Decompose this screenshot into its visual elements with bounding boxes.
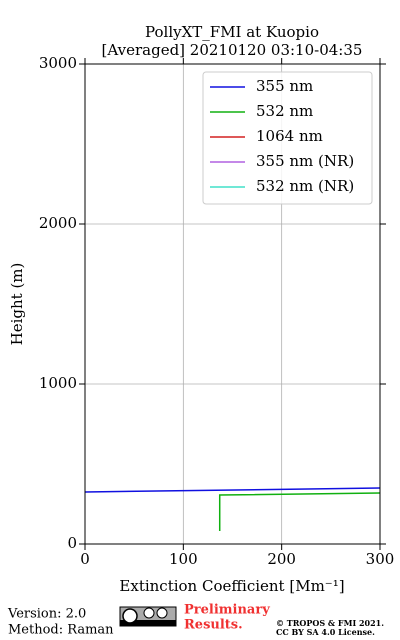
legend-label: 532 nm — [256, 102, 313, 120]
chart-subtitle: [Averaged] 20210120 03:10-04:35 — [102, 41, 363, 59]
preliminary: Preliminary — [184, 603, 270, 618]
legend-label: 355 nm — [256, 77, 313, 95]
y-tick-label: 2000 — [39, 214, 77, 232]
version: Version: 2.0 — [7, 607, 86, 622]
method: Method: Raman — [8, 623, 114, 638]
legend-label: 532 nm (NR) — [256, 177, 354, 195]
plot-frame — [84, 63, 381, 545]
copyright: © TROPOS & FMI 2021. — [276, 618, 384, 628]
legend-box — [202, 71, 373, 205]
chart-title: PollyXT_FMI at Kuopio — [145, 23, 319, 41]
legend-label: 355 nm (NR) — [256, 152, 354, 170]
x-tick-label: 300 — [366, 550, 395, 568]
x-tick-label: 100 — [169, 550, 198, 568]
y-tick-label: 3000 — [39, 54, 77, 72]
cc-logo — [119, 606, 177, 627]
x-tick-label: 0 — [80, 550, 90, 568]
y-axis-label: Height (m) — [8, 263, 26, 346]
x-axis-label: Extinction Coefficient [Mm⁻¹] — [119, 577, 344, 595]
y-tick-label: 0 — [67, 534, 77, 552]
x-tick-label: 200 — [267, 550, 296, 568]
series-line — [84, 487, 381, 493]
y-tick-label: 1000 — [39, 374, 77, 392]
legend-label: 1064 nm — [256, 127, 323, 145]
preliminary: Results. — [184, 618, 243, 633]
copyright: CC BY SA 4.0 License. — [276, 627, 375, 637]
series-line — [218, 492, 381, 532]
